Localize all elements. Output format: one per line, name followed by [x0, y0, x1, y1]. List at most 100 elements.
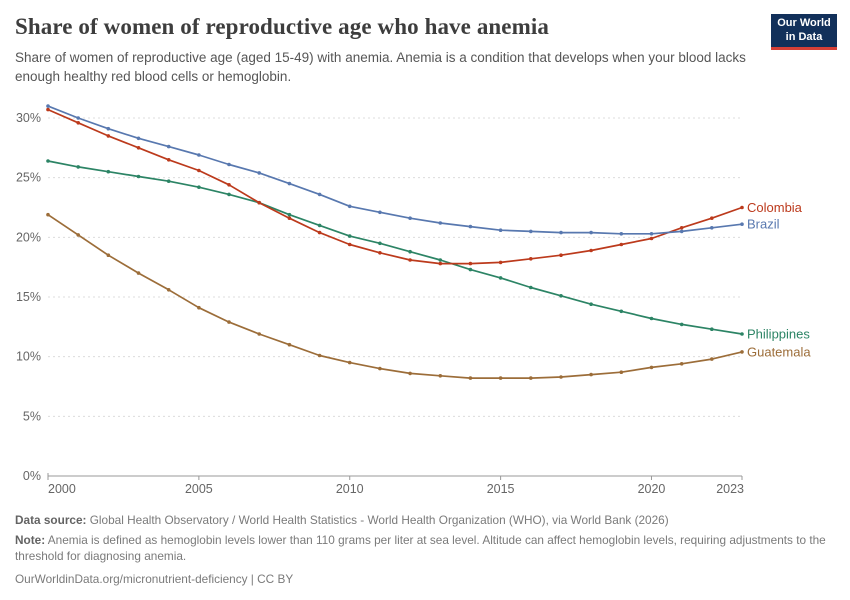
data-point-colombia-2009	[317, 230, 322, 235]
data-point-guatemala-2012	[408, 371, 412, 376]
x-tick-label-2010: 2010	[336, 482, 364, 496]
series-label-philippines[interactable]: Philippines	[747, 326, 810, 341]
data-point-colombia-2007	[257, 200, 262, 205]
data-point-brazil-2005	[197, 153, 201, 157]
series-line-philippines	[47, 160, 743, 335]
data-point-philippines-2009	[317, 223, 322, 228]
data-point-brazil-2013	[438, 221, 443, 225]
data-point-colombia-2006	[227, 183, 231, 187]
data-point-brazil-2023	[740, 222, 744, 226]
data-point-guatemala-2015	[498, 376, 503, 380]
data-point-guatemala-2022	[710, 357, 714, 361]
series-label-brazil[interactable]: Brazil	[747, 217, 780, 232]
series-line-brazil	[47, 105, 743, 235]
owid-logo[interactable]: Our World in Data	[771, 14, 837, 50]
data-point-philippines-2015	[498, 276, 503, 280]
data-point-brazil-2022	[710, 226, 714, 230]
y-tick-label-0%: 0%	[23, 469, 41, 483]
note-label: Note:	[15, 532, 46, 547]
note-line: Note: Anemia is defined as hemoglobin le…	[15, 532, 837, 565]
data-point-brazil-2015	[498, 228, 503, 232]
data-point-guatemala-2023	[740, 350, 744, 354]
data-point-guatemala-2009	[317, 353, 322, 358]
data-point-colombia-2023	[740, 205, 744, 210]
data-source-line: Data source: Global Health Observatory /…	[15, 512, 837, 529]
data-point-guatemala-2016	[529, 376, 533, 380]
data-point-philippines-2003	[136, 174, 141, 179]
data-point-colombia-2003	[136, 146, 141, 150]
x-tick-label-2023: 2023	[716, 482, 744, 496]
data-point-brazil-2003	[136, 136, 141, 141]
y-tick-label-5%: 5%	[23, 409, 41, 423]
chart-subtitle: Share of women of reproductive age (aged…	[15, 50, 746, 85]
data-point-guatemala-2000	[46, 212, 50, 217]
data-point-philippines-2014	[468, 267, 473, 272]
data-point-philippines-2022	[710, 327, 714, 331]
data-point-philippines-2013	[438, 258, 443, 262]
data-point-guatemala-2006	[227, 320, 231, 324]
x-tick-label-2015: 2015	[487, 482, 515, 496]
x-tick-label-2005: 2005	[185, 482, 213, 496]
line-chart-svg: 0% 5% 10% 15% 20% 25% 30% 2000 2005 2010 2015 2020 2…	[16, 104, 811, 496]
data-point-philippines-2020	[649, 316, 654, 321]
data-point-philippines-2005	[197, 185, 201, 189]
data-point-colombia-2017	[559, 253, 563, 257]
data-point-colombia-2001	[76, 121, 80, 125]
data-point-colombia-2016	[529, 257, 533, 261]
data-point-philippines-2010	[347, 234, 352, 238]
data-point-guatemala-2010	[347, 360, 352, 365]
data-point-brazil-2010	[347, 204, 352, 209]
owid-logo-line1: Our World	[777, 17, 831, 30]
data-point-philippines-2016	[529, 285, 533, 290]
citation-link[interactable]: OurWorldinData.org/micronutrient-deficie…	[15, 571, 294, 586]
data-point-colombia-2000	[46, 107, 50, 112]
note-text: Anemia is defined as hemoglobin levels l…	[15, 532, 826, 564]
data-point-guatemala-2001	[76, 233, 80, 237]
data-source-text: Global Health Observatory / World Health…	[86, 513, 669, 527]
data-point-colombia-2012	[408, 258, 412, 262]
data-point-guatemala-2002	[106, 253, 111, 257]
data-point-philippines-2006	[227, 192, 231, 197]
data-point-philippines-2017	[559, 294, 563, 298]
data-point-brazil-2000	[46, 104, 50, 108]
data-point-brazil-2009	[317, 192, 322, 197]
data-point-guatemala-2007	[257, 332, 262, 336]
data-point-colombia-2022	[710, 216, 714, 220]
data-point-brazil-2012	[408, 216, 412, 220]
series-label-colombia[interactable]: Colombia	[747, 200, 803, 215]
data-point-brazil-2001	[76, 116, 80, 120]
data-point-brazil-2006	[227, 162, 231, 167]
series-label-guatemala[interactable]: Guatemala	[747, 344, 811, 359]
series-line-guatemala	[47, 213, 743, 379]
data-point-colombia-2018	[589, 248, 593, 253]
y-tick-label-30%: 30%	[16, 111, 41, 125]
data-point-brazil-2014	[468, 224, 473, 229]
data-point-brazil-2017	[559, 230, 563, 235]
data-point-philippines-2021	[679, 322, 684, 327]
data-point-guatemala-2021	[679, 362, 684, 366]
owid-logo-line2: in Data	[785, 30, 823, 43]
data-point-philippines-2000	[46, 159, 50, 163]
data-point-brazil-2002	[106, 126, 111, 131]
data-point-philippines-2011	[378, 241, 382, 246]
data-point-colombia-2014	[468, 261, 473, 266]
data-point-colombia-2002	[106, 134, 111, 138]
data-point-guatemala-2011	[378, 366, 382, 371]
data-point-colombia-2020	[649, 236, 654, 241]
data-point-brazil-2011	[378, 210, 382, 215]
data-point-philippines-2008	[287, 212, 292, 217]
series-line-colombia	[47, 108, 743, 265]
data-point-colombia-2013	[438, 261, 443, 266]
page-title: Share of women of reproductive age who h…	[15, 14, 549, 39]
data-point-colombia-2010	[347, 242, 352, 247]
data-point-philippines-2002	[106, 169, 111, 174]
data-point-colombia-2019	[619, 242, 624, 247]
data-point-guatemala-2017	[559, 375, 563, 379]
data-point-guatemala-2013	[438, 374, 443, 378]
y-tick-label-15%: 15%	[16, 290, 41, 304]
data-point-philippines-2019	[619, 309, 624, 314]
data-point-guatemala-2019	[619, 370, 624, 375]
data-point-philippines-2004	[166, 179, 171, 183]
y-tick-label-25%: 25%	[16, 171, 41, 185]
